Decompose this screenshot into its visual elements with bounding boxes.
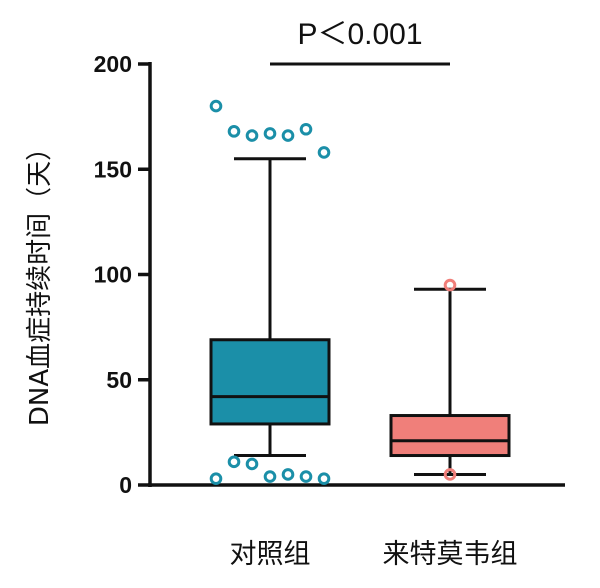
x-category-label: 来特莫韦组 <box>383 539 518 570</box>
outlier-point-high <box>263 127 277 140</box>
outlier-point-high <box>245 129 259 142</box>
x-category-label: 对照组 <box>230 539 311 570</box>
box-group-letermovir <box>389 278 511 481</box>
outlier-point-low <box>281 468 295 481</box>
outlier-point-low <box>299 470 313 483</box>
labels: DNA血症持续时间（天） 对照组 来特莫韦组 P＜0.001 <box>25 18 518 570</box>
y-tick-label: 200 <box>94 51 132 77</box>
box-iqr <box>209 338 331 426</box>
significance-label: P＜0.001 <box>297 18 422 51</box>
y-tick-label: 150 <box>94 156 132 182</box>
boxes <box>209 99 511 485</box>
outlier-point-low <box>317 472 331 485</box>
outlier-point-high <box>299 122 313 136</box>
y-tick-label: 0 <box>119 472 132 498</box>
outlier-point-high <box>443 278 457 292</box>
outlier-point-low <box>443 468 457 481</box>
outlier-point-high <box>209 99 223 113</box>
y-axis-title: DNA血症持续时间（天） <box>25 135 55 426</box>
outlier-point-high <box>317 146 331 159</box>
box-iqr <box>389 414 511 458</box>
y-tick-label: 50 <box>106 367 132 393</box>
outlier-point-low <box>245 457 259 471</box>
outlier-point-high <box>227 125 241 138</box>
axes: 0 50 100 150 200 <box>94 51 565 498</box>
box-group-control <box>209 99 331 485</box>
outlier-point-low <box>263 470 277 483</box>
outlier-point-low <box>209 472 223 485</box>
outlier-point-low <box>227 455 241 469</box>
y-tick-label: 100 <box>94 262 132 288</box>
outlier-point-high <box>281 129 295 142</box>
